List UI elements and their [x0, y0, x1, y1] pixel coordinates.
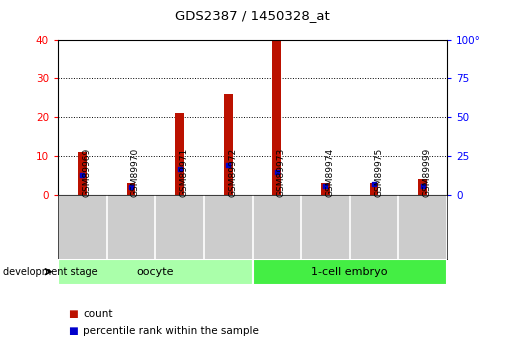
Bar — [321, 183, 330, 195]
Text: GSM89973: GSM89973 — [277, 148, 286, 197]
Bar — [175, 114, 184, 195]
Text: ■: ■ — [68, 326, 78, 336]
Text: GSM89974: GSM89974 — [325, 148, 334, 197]
Text: GSM89999: GSM89999 — [423, 148, 432, 197]
Text: GSM89970: GSM89970 — [131, 148, 140, 197]
Text: development stage: development stage — [3, 267, 97, 277]
Point — [321, 183, 329, 188]
Text: 1-cell embryo: 1-cell embryo — [312, 267, 388, 277]
Text: GSM89971: GSM89971 — [180, 148, 188, 197]
Text: count: count — [83, 309, 113, 319]
Text: GSM89969: GSM89969 — [82, 148, 91, 197]
Point — [224, 163, 232, 168]
Bar — [78, 152, 87, 195]
Point — [78, 172, 86, 177]
Point — [176, 166, 184, 171]
Text: GSM89972: GSM89972 — [228, 148, 237, 197]
Text: percentile rank within the sample: percentile rank within the sample — [83, 326, 259, 336]
Point — [370, 181, 378, 187]
Bar — [370, 183, 378, 195]
Bar — [272, 40, 281, 195]
Text: GDS2387 / 1450328_at: GDS2387 / 1450328_at — [175, 9, 330, 22]
Point — [273, 169, 281, 175]
Bar — [127, 183, 135, 195]
Text: oocyte: oocyte — [136, 267, 174, 277]
Bar — [418, 179, 427, 195]
Bar — [252, 259, 447, 285]
Bar — [224, 94, 233, 195]
Point — [127, 184, 135, 190]
Text: ■: ■ — [68, 309, 78, 319]
Text: GSM89975: GSM89975 — [374, 148, 383, 197]
Point — [419, 183, 427, 188]
Bar — [58, 259, 252, 285]
